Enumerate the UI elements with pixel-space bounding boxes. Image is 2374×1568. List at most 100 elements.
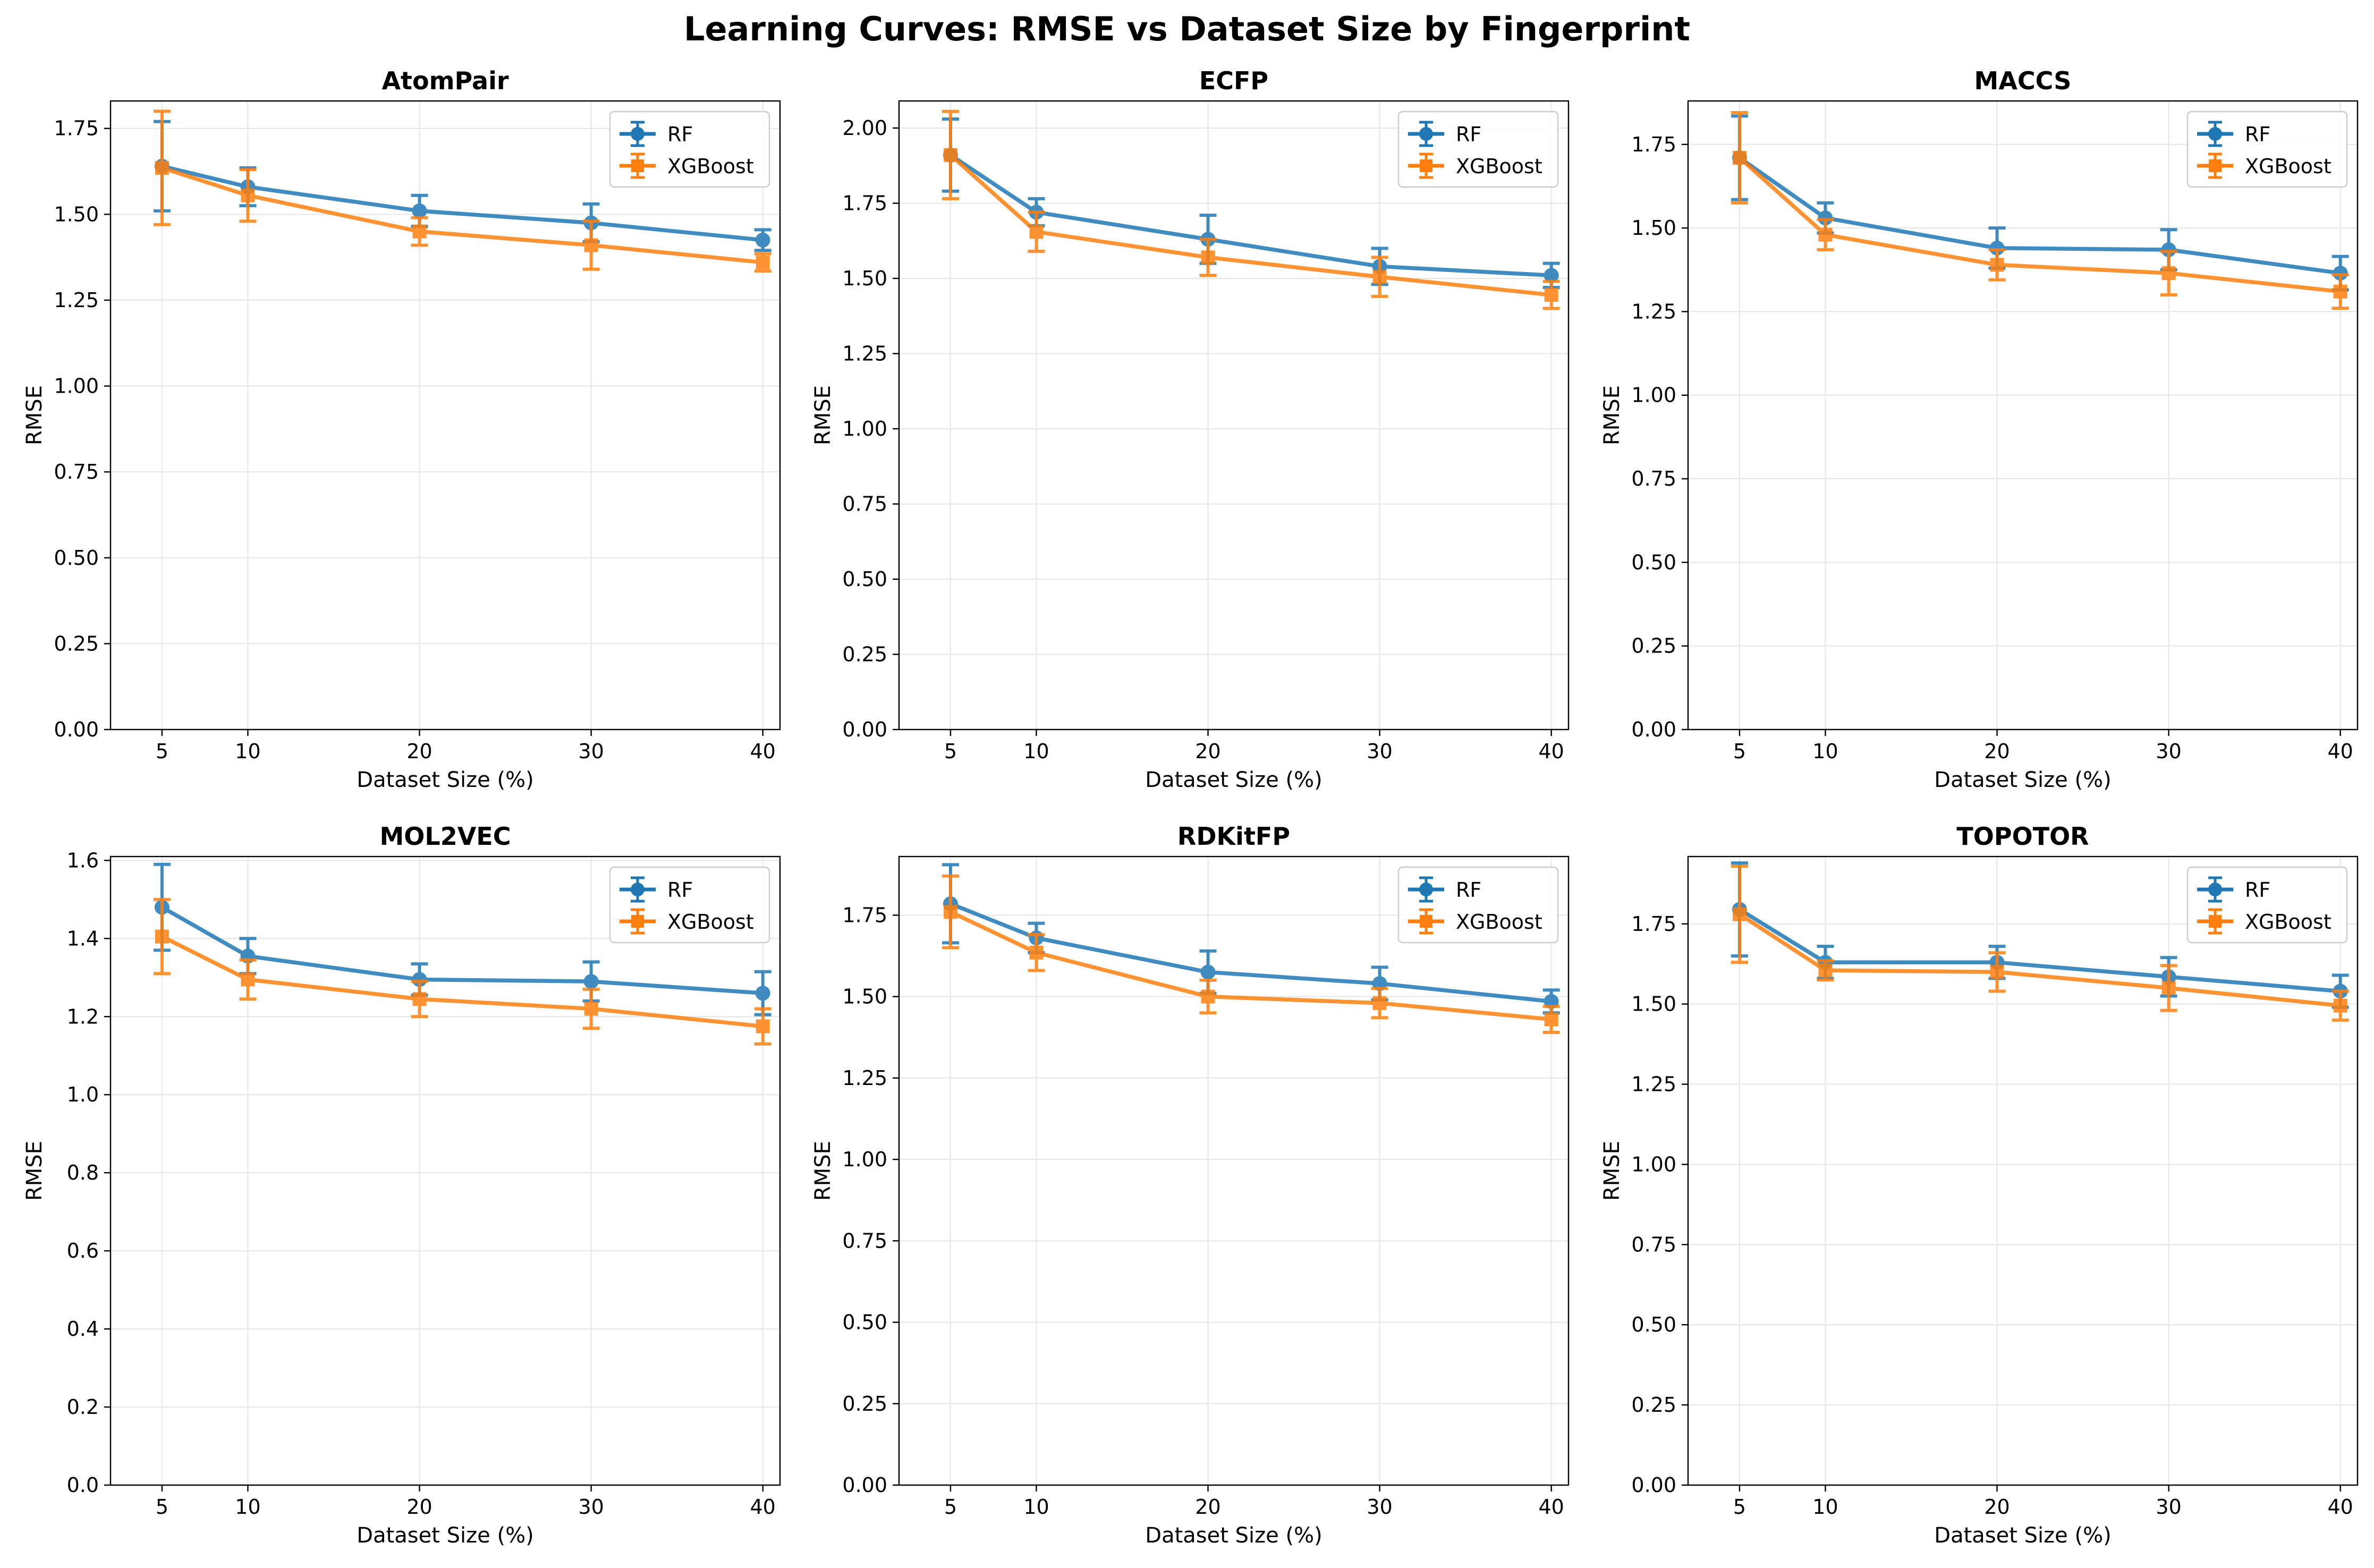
series-xgboost bbox=[153, 897, 771, 1046]
y-tick-label: 0.00 bbox=[54, 718, 99, 741]
legend-label: XGBoost bbox=[667, 155, 754, 178]
data-point bbox=[412, 224, 427, 239]
x-tick-label: 10 bbox=[1023, 740, 1049, 763]
x-tick-label: 5 bbox=[156, 1495, 168, 1519]
legend-label: XGBoost bbox=[2245, 910, 2331, 934]
y-tick-label: 1.2 bbox=[67, 1005, 99, 1028]
legend-box bbox=[2186, 111, 2348, 188]
y-tick-label: 0.25 bbox=[1631, 634, 1676, 658]
panel-topotor: 5 10 20 30 40 0.00 0.25 0.50 0.75 1.00 1.25 1.50 1.7… bbox=[1600, 822, 2359, 1548]
x-axis-label: Dataset Size (%) bbox=[1145, 768, 1322, 792]
y-tick-label: 1.25 bbox=[842, 342, 887, 365]
y-axis-label: RMSE bbox=[1600, 1141, 1624, 1201]
data-point bbox=[1201, 250, 1215, 265]
x-tick-label: 10 bbox=[235, 1495, 260, 1519]
legend-label: RF bbox=[667, 878, 693, 902]
y-tick-label: 0.00 bbox=[842, 1473, 887, 1497]
x-tick-label: 20 bbox=[406, 1495, 432, 1519]
panel-title: MOL2VEC bbox=[380, 822, 511, 851]
legend: RF XGBoost bbox=[2186, 866, 2348, 944]
legend-marker bbox=[1419, 883, 1433, 896]
axes-frame bbox=[1687, 855, 2359, 1486]
y-tick-label: 2.00 bbox=[842, 116, 887, 140]
data-point bbox=[1544, 268, 1559, 283]
x-tick-label: 20 bbox=[1195, 740, 1220, 763]
y-axis-label: RMSE bbox=[811, 1141, 835, 1201]
x-tick-label: 30 bbox=[2156, 1495, 2181, 1519]
y-tick-label: 1.00 bbox=[842, 417, 887, 440]
x-tick-label: 30 bbox=[578, 1495, 604, 1519]
x-tick-label: 10 bbox=[1812, 740, 1838, 763]
data-point bbox=[1990, 258, 2004, 272]
legend-label: XGBoost bbox=[2245, 155, 2331, 178]
legend-marker bbox=[631, 883, 645, 896]
y-tick-label: 0.2 bbox=[67, 1395, 99, 1419]
x-tick-label: 40 bbox=[2328, 740, 2353, 763]
x-tick-label: 10 bbox=[1812, 1495, 1838, 1519]
legend-marker bbox=[1419, 127, 1433, 141]
legend-label: XGBoost bbox=[1456, 910, 1542, 934]
data-point bbox=[155, 161, 169, 175]
data-point bbox=[755, 232, 770, 248]
y-tick-label: 0.75 bbox=[1631, 467, 1676, 490]
axes-frame bbox=[898, 100, 1570, 731]
legend-label: RF bbox=[2245, 878, 2270, 902]
plot-area bbox=[899, 101, 1568, 730]
data-point bbox=[1818, 210, 1833, 226]
y-tick-label: 1.0 bbox=[67, 1083, 99, 1106]
y-tick-label: 1.00 bbox=[842, 1148, 887, 1171]
legend-marker bbox=[1420, 159, 1432, 172]
legend-marker bbox=[1420, 915, 1432, 928]
x-tick-label: 40 bbox=[750, 1495, 776, 1519]
x-axis-label: Dataset Size (%) bbox=[1934, 1523, 2111, 1548]
y-axis-label: RMSE bbox=[22, 1141, 47, 1201]
x-tick-label: 40 bbox=[750, 740, 776, 763]
series-xgboost bbox=[1731, 111, 2349, 310]
y-tick-label: 1.4 bbox=[67, 927, 99, 950]
data-point bbox=[1372, 270, 1387, 284]
y-tick-label: 0.50 bbox=[54, 546, 99, 570]
data-point bbox=[155, 929, 169, 944]
legend: RF XGBoost bbox=[609, 866, 770, 944]
x-tick-label: 30 bbox=[1367, 740, 1392, 763]
data-point bbox=[943, 148, 957, 162]
y-tick-label: 1.25 bbox=[842, 1066, 887, 1090]
data-point bbox=[1200, 964, 1216, 980]
y-tick-label: 0.6 bbox=[67, 1239, 99, 1262]
x-tick-label: 20 bbox=[1195, 1495, 1220, 1519]
x-tick-label: 40 bbox=[1539, 740, 1564, 763]
y-tick-label: 1.00 bbox=[1631, 384, 1676, 407]
x-axis-label: Dataset Size (%) bbox=[357, 1523, 533, 1548]
data-point bbox=[1201, 989, 1215, 1004]
legend: RF XGBoost bbox=[2186, 111, 2348, 188]
y-tick-label: 1.6 bbox=[67, 849, 99, 872]
y-tick-label: 0.50 bbox=[1631, 1313, 1676, 1336]
panels: 5 10 20 30 400.000.250.500.751.001.251.501.7… bbox=[22, 66, 2359, 1548]
y-tick-label: 1.75 bbox=[1631, 133, 1676, 156]
y-tick-label: 0.25 bbox=[1631, 1393, 1676, 1417]
data-point bbox=[2161, 266, 2176, 281]
legend-box bbox=[1397, 111, 1559, 188]
y-tick-label: 0.00 bbox=[842, 718, 887, 741]
plot-area bbox=[1688, 101, 2358, 730]
y-tick-label: 0.75 bbox=[842, 1229, 887, 1252]
series-xgboost bbox=[942, 874, 1560, 1034]
data-point bbox=[412, 203, 427, 218]
data-point bbox=[2161, 981, 2176, 995]
legend-box bbox=[609, 866, 770, 944]
data-point bbox=[1732, 150, 1746, 165]
legend-label: RF bbox=[667, 123, 693, 146]
legend: RF XGBoost bbox=[609, 111, 770, 188]
x-tick-label: 5 bbox=[944, 740, 957, 763]
y-axis-label: RMSE bbox=[1600, 385, 1624, 445]
x-tick-label: 30 bbox=[2156, 740, 2181, 763]
data-point bbox=[756, 255, 770, 269]
y-tick-label: 1.50 bbox=[1631, 216, 1676, 240]
x-tick-label: 20 bbox=[1984, 1495, 2010, 1519]
data-point bbox=[2333, 266, 2348, 281]
y-tick-label: 0.75 bbox=[842, 492, 887, 515]
data-point bbox=[2161, 242, 2176, 258]
legend-label: RF bbox=[1456, 123, 1481, 146]
x-tick-label: 30 bbox=[578, 740, 604, 763]
